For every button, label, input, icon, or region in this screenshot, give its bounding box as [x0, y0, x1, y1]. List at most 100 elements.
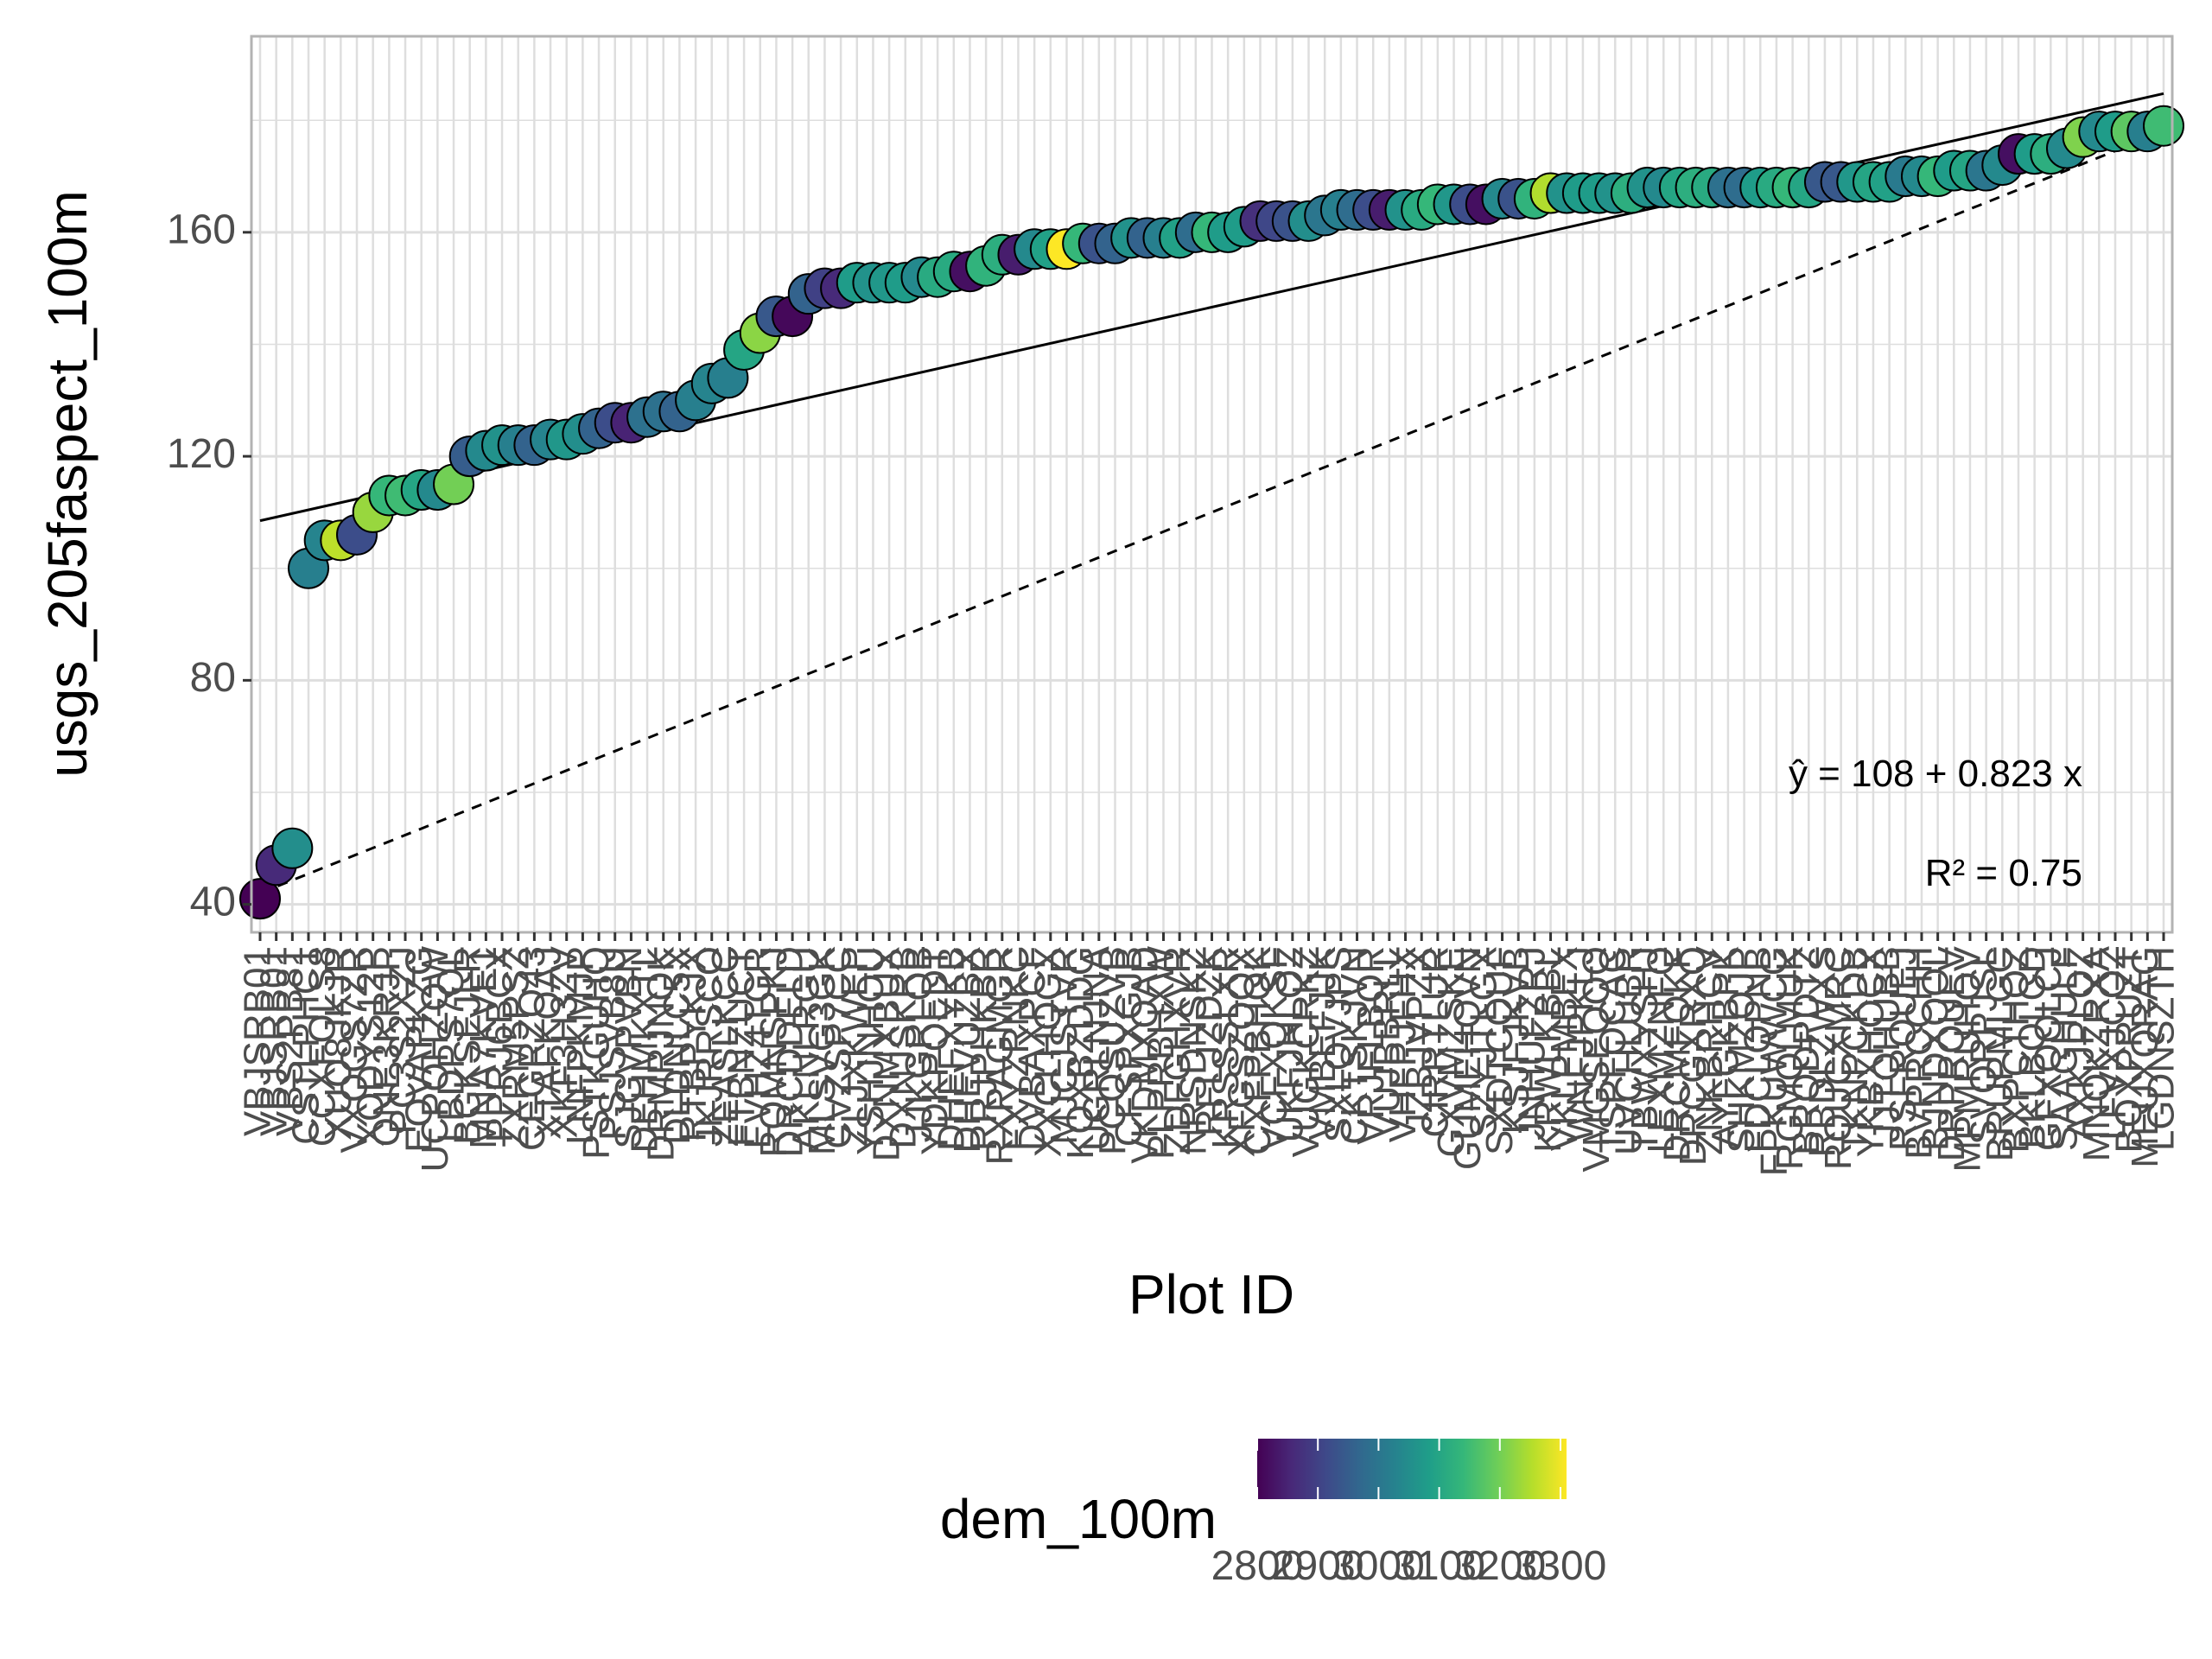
x-tick-label: UCPOHZQW	[414, 946, 456, 1173]
x-tick-label: RFLJZDZK	[1188, 946, 1230, 1136]
legend-tick-label: 3200	[1453, 1543, 1546, 1589]
x-tick-label: CEGRZO43	[511, 946, 553, 1151]
x-tick-label: RSFRQUEJ	[1882, 946, 1924, 1151]
legend-tick-label: 3100	[1393, 1543, 1485, 1589]
x-tick-label: DXNJSKRB	[881, 946, 924, 1149]
x-tick-label: GUMEHQVN	[1446, 946, 1489, 1170]
x-tick-label: JNHUFZRJ	[1511, 946, 1554, 1141]
x-tick-label: MLSVG3GK	[801, 946, 843, 1155]
x-tick-label: EOVAPKZG	[397, 946, 440, 1153]
y-tick-label: 40	[190, 879, 236, 925]
x-tick-label: RGMQLMUK	[1769, 946, 1811, 1170]
x-tick-label: ZEASLKCC	[704, 946, 747, 1147]
x-tick-label: SJGVPVBN	[607, 946, 650, 1149]
y-tick-label: 160	[167, 207, 236, 253]
legend-colorbar	[1257, 1439, 1567, 1499]
x-tick-label: RXPAGMGR	[978, 946, 1020, 1165]
x-tick-label: BKLBQLCD	[2011, 946, 2053, 1149]
x-tick-label: WNFJPKLJ	[1560, 946, 1602, 1142]
x-tick-label: MPMRUHOV	[1947, 945, 1989, 1172]
x-tick-label: BXPCTHQZ	[1995, 946, 2037, 1154]
x-tick-label: AXKJPLQZ	[2059, 946, 2101, 1141]
x-tick-label: BRQDPDTZ	[1785, 946, 1827, 1155]
x-tick-label: VXOGS7ZR	[334, 946, 376, 1154]
x-tick-label: RQMNSPKJ	[753, 946, 795, 1157]
x-tick-label: BGKSEJLR	[446, 946, 488, 1145]
x-tick-label: RQUCXMRC	[1817, 946, 1859, 1170]
x-tick-label: UKFJHLQZ	[1268, 946, 1311, 1142]
x-tick-label: JKJRRSCO	[688, 946, 730, 1147]
x-tick-label: KSJFJKVB	[1495, 946, 1537, 1135]
x-tick-label: LEXMZNFQ	[1640, 946, 1682, 1154]
x-tick-label: BRUPMLGC	[1979, 946, 2021, 1161]
x-tick-label: CSTLPHC1	[285, 946, 327, 1145]
x-tick-label: MJCJSTVR	[1043, 946, 1085, 1145]
legend-tick-label: 2900	[1272, 1543, 1364, 1589]
x-tick-label: XXCLHQGX	[1027, 946, 1069, 1158]
x-tick-label: MNQKZRXA	[2075, 945, 2118, 1161]
x-axis: VBJSRB01VBJSRB01VBS2PB81CSTLPHC1CCXFOLS8…	[237, 932, 2183, 1176]
x-tick-label: XUO8JKJR	[317, 946, 359, 1141]
x-tick-label: VBJSRB01	[237, 946, 279, 1136]
x-tick-label: EVHZ4TGR	[736, 946, 779, 1149]
x-tick-label: CVZSP7CC	[817, 946, 860, 1149]
x-tick-label: XQDYS12P	[349, 946, 391, 1147]
x-tick-label: KRSSSLXR	[1205, 946, 1247, 1149]
fit-r-squared: R² = 0.75	[1925, 852, 2082, 894]
x-tick-label: VKDMXQAD	[1123, 946, 1166, 1164]
x-tick-label: NRSDNSKZ	[1172, 946, 1214, 1155]
y-tick-label: 120	[167, 431, 236, 477]
legend-tick-label: 3300	[1515, 1543, 1607, 1589]
x-tick-label: LBDPS7QL	[430, 946, 473, 1142]
plot-panel	[239, 35, 2184, 934]
data-point	[2143, 105, 2184, 147]
x-tick-label: LFVXJCQZ	[2092, 946, 2134, 1141]
x-tick-label: FDCLQPNB	[1737, 946, 1779, 1154]
x-tick-label: PPRJ6BCX	[479, 946, 521, 1142]
x-tick-label: DHEFXYKB	[930, 946, 972, 1151]
x-tick-label: VBS2PB81	[269, 946, 311, 1136]
x-tick-label: TBWXYSHJ	[1624, 946, 1666, 1154]
x-tick-label: CFSPXGJB	[1108, 946, 1150, 1147]
data-points	[239, 105, 2184, 920]
x-tick-label: GXVMZSKE	[1430, 946, 1472, 1158]
x-tick-label: VUGKCRKZ	[1285, 946, 1327, 1157]
x-tick-label: KRWLKBBL	[1527, 946, 1569, 1153]
legend-tick-label: 3000	[1332, 1543, 1425, 1589]
x-tick-label: CXFPBHQK	[1236, 946, 1279, 1155]
x-tick-label: SXDTCQUF	[1478, 946, 1521, 1155]
x-tick-label: PSJSVB8U	[591, 946, 633, 1141]
y-axis: 40 80 120 160	[167, 207, 251, 925]
x-tick-label: VRJFLBQR	[1350, 946, 1392, 1145]
fit-equation: ŷ = 108 + 0.823 x	[1789, 753, 2082, 795]
y-tick-label: 80	[190, 655, 236, 701]
x-tick-label: VMBEFJJK	[1301, 946, 1344, 1141]
x-tick-label: JZBJVPZX	[1398, 946, 1440, 1132]
x-tick-label: VCFXQKSF	[1253, 946, 1295, 1151]
x-tick-label: PSTKGUHQ	[575, 946, 618, 1160]
x-tick-label: TKNPCKDB	[1834, 946, 1876, 1154]
x-tick-label: DVBAXPCF	[1011, 946, 1053, 1151]
x-tick-label: XKF3H3ZV	[543, 945, 585, 1138]
x-tick-label: PC3S2XZJ	[382, 946, 424, 1135]
x-tick-label: GFXQOLCJ	[2027, 946, 2069, 1151]
x-tick-label: ZXRM5PSZ	[494, 946, 537, 1149]
x-tick-label: SHKMZOJP	[1720, 946, 1763, 1154]
x-tick-label: SVQRPJSL	[1962, 946, 2005, 1145]
x-tick-label: MNA7KVE1	[462, 946, 505, 1149]
x-tick-label: LGDNSZTH	[2140, 946, 2183, 1151]
x-tick-label: VBJSRB01	[252, 946, 295, 1136]
x-tick-label: UVCHLUBR	[1608, 946, 1650, 1155]
x-tick-label: SZYJTLGX	[1463, 946, 1505, 1139]
x-axis-title: Plot ID	[1128, 1263, 1294, 1325]
identity-line	[259, 149, 2116, 895]
x-tick-label: JJKGRLQB	[898, 946, 940, 1142]
x-tick-label: YSHJNHOU	[849, 946, 892, 1155]
x-tick-label: FXYZRNKC	[995, 946, 1037, 1151]
x-tick-label: PLPRBHXW	[1140, 946, 1182, 1160]
x-tick-label: FTBNZUCT	[721, 946, 763, 1147]
x-tick-label: DXNMXBUX	[866, 946, 908, 1161]
x-tick-label: AKLNLRGU	[785, 946, 827, 1151]
